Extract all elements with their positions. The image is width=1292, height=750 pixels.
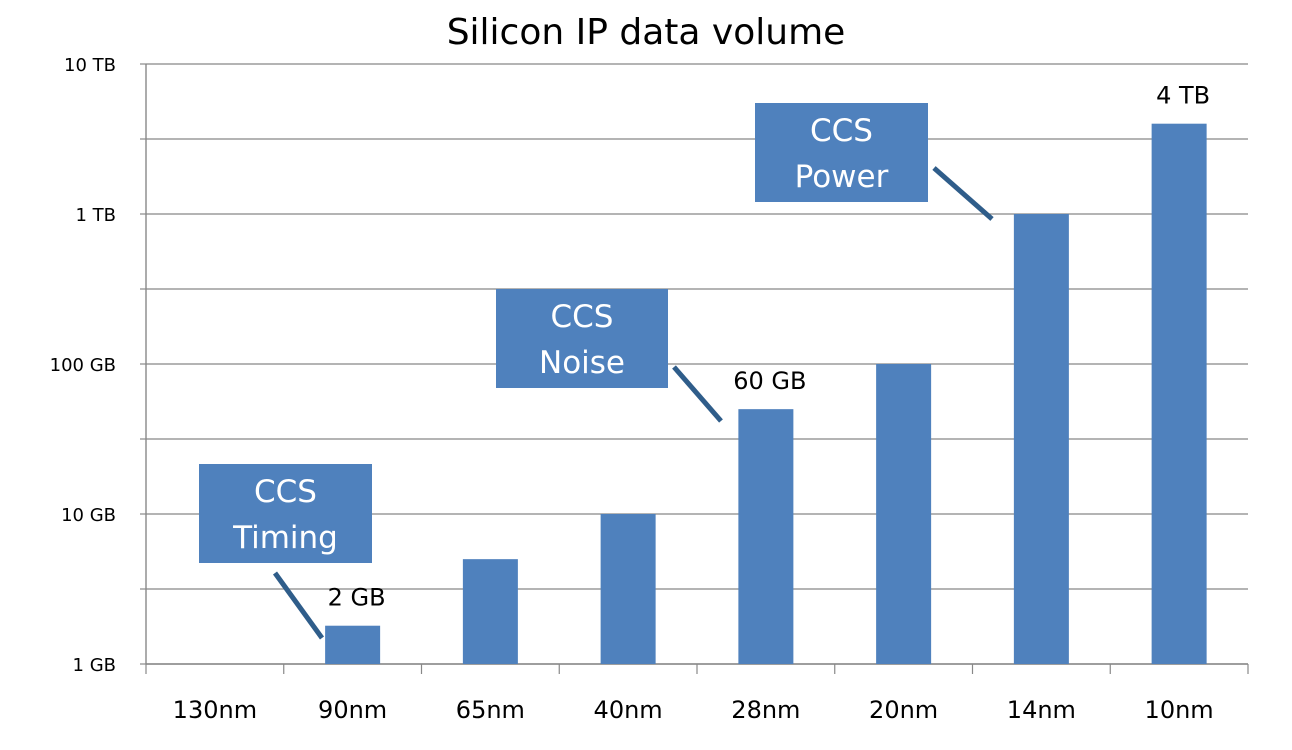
bar-28nm [738,409,794,664]
callout-text: CCS [810,113,873,149]
callout-noise: CCS Noise [496,289,723,423]
data-label: 2 GB [328,584,386,612]
callout-text: Power [795,159,889,195]
x-tick-label: 10nm [1145,696,1214,724]
callout-leader-line [932,166,994,221]
callouts: CCS Timing CCS Noise CCS Power [199,103,994,640]
data-labels: 2 GB 60 GB 4 TB [328,82,1211,612]
bar-10nm [1151,123,1207,665]
y-tick-label: 10 TB [64,55,116,76]
x-tick-label: 40nm [594,696,663,724]
x-tick-label: 130nm [173,696,257,724]
callout-power: CCS Power [755,103,994,221]
x-tick-label: 14nm [1007,696,1076,724]
x-tick-label: 65nm [456,696,525,724]
callout-text: CCS [254,474,317,510]
chart-title: Silicon IP data volume [446,12,846,53]
callout-box [496,289,668,388]
axes: 1 GB 10 GB 100 GB 1 TB 10 TB 130nm 90nm 65nm 40n… [50,55,1249,724]
bar-20nm [876,364,932,664]
grid-lines [146,63,1248,665]
bars [325,123,1207,665]
callout-leader-line [272,571,325,640]
bar-65nm [462,559,518,664]
x-tick-label: 28nm [731,696,800,724]
callout-box [199,464,372,563]
bar-14nm [1013,214,1069,664]
callout-text: Timing [232,520,338,556]
callout-leader-line [672,365,723,423]
y-tick-label: 1 GB [73,655,116,676]
x-tick-label: 90nm [318,696,387,724]
callout-text: CCS [551,299,614,335]
callout-box [755,103,928,202]
bar-90nm [325,625,381,664]
y-tick-label: 1 TB [75,205,116,226]
callout-timing: CCS Timing [199,464,372,640]
data-label: 60 GB [733,367,806,395]
x-tick-label: 20nm [869,696,938,724]
bar-40nm [600,514,656,664]
y-tick-label: 100 GB [50,355,116,376]
data-label: 4 TB [1156,82,1210,110]
callout-text: Noise [539,345,625,381]
y-tick-label: 10 GB [61,505,116,526]
